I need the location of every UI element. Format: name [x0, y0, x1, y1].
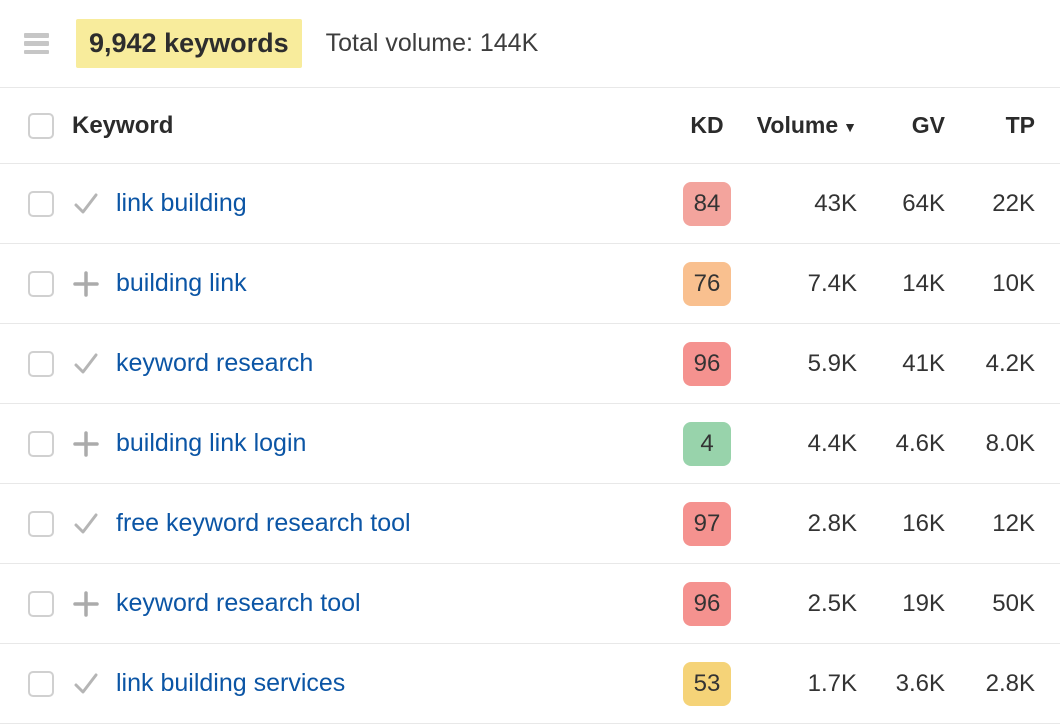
tp-value: 4.2K [985, 349, 1035, 377]
kd-badge: 84 [683, 181, 731, 226]
kd-badge: 96 [683, 581, 731, 626]
total-volume-label: Total volume: 144K [325, 29, 539, 57]
table-row: link building 84 43K 64K 22K [0, 164, 1060, 244]
table-row: building link 76 7.4K 14K 10K [0, 244, 1060, 324]
kd-badge: 96 [683, 341, 731, 386]
tp-value: 50K [992, 589, 1035, 617]
gv-value: 16K [902, 509, 945, 537]
keyword-link[interactable]: keyword research [116, 349, 314, 377]
table-row: keyword research 96 5.9K 41K 4.2K [0, 324, 1060, 404]
row-checkbox[interactable] [28, 430, 54, 457]
gv-value: 41K [902, 349, 945, 377]
kd-badge: 53 [683, 661, 731, 706]
select-all-checkbox[interactable] [28, 112, 54, 139]
tp-value: 22K [992, 189, 1035, 217]
column-header-volume[interactable]: Volume ▼ [756, 112, 857, 138]
kd-badge: 97 [683, 501, 731, 546]
column-header-tp[interactable]: TP [1005, 112, 1035, 138]
column-header-kd[interactable]: KD [690, 112, 724, 138]
kd-badge: 4 [683, 421, 731, 466]
tp-value: 2.8K [985, 669, 1035, 697]
tp-value: 8.0K [985, 429, 1035, 457]
check-icon[interactable] [72, 190, 100, 218]
top-toolbar: 9,942 keywords Total volume: 144K [0, 0, 1060, 88]
column-header-keyword[interactable]: Keyword [72, 111, 174, 139]
volume-value: 5.9K [807, 349, 857, 377]
volume-value: 2.5K [807, 589, 857, 617]
table-header-row: Keyword KD Volume ▼ GV TP [0, 88, 1060, 164]
keyword-link[interactable]: keyword research tool [116, 589, 361, 617]
gv-value: 4.6K [895, 429, 945, 457]
table-row: link building services 53 1.7K 3.6K 2.8K [0, 644, 1060, 724]
gv-value: 19K [902, 589, 945, 617]
row-checkbox[interactable] [28, 510, 54, 537]
volume-value: 43K [814, 189, 857, 217]
check-icon[interactable] [72, 350, 100, 378]
row-checkbox[interactable] [28, 270, 54, 297]
keyword-link[interactable]: building link [116, 269, 247, 297]
caret-down-icon: ▼ [843, 118, 857, 135]
table-row: building link login 4 4.4K 4.6K 8.0K [0, 404, 1060, 484]
volume-value: 4.4K [807, 429, 857, 457]
volume-value: 2.8K [807, 509, 857, 537]
kd-badge: 76 [683, 261, 731, 306]
column-header-gv[interactable]: GV [911, 112, 945, 138]
tp-value: 12K [992, 509, 1035, 537]
keyword-link[interactable]: building link login [116, 429, 307, 457]
row-checkbox[interactable] [28, 590, 54, 617]
gv-value: 64K [902, 189, 945, 217]
plus-icon[interactable] [72, 590, 100, 618]
keyword-link[interactable]: link building services [116, 669, 346, 697]
gv-value: 3.6K [895, 669, 945, 697]
row-checkbox[interactable] [28, 350, 54, 377]
plus-icon[interactable] [72, 270, 100, 298]
check-icon[interactable] [72, 670, 100, 698]
table-row: free keyword research tool 97 2.8K 16K 1… [0, 484, 1060, 564]
volume-value: 7.4K [807, 269, 857, 297]
plus-icon[interactable] [72, 430, 100, 458]
gv-value: 14K [902, 269, 945, 297]
keyword-link[interactable]: link building [116, 189, 247, 217]
keywords-table: link building 84 43K 64K 22K building li… [0, 164, 1060, 724]
volume-value: 1.7K [807, 669, 857, 697]
row-checkbox[interactable] [28, 190, 54, 217]
keyword-link[interactable]: free keyword research tool [116, 509, 411, 537]
keywords-count-badge: 9,942 keywords [76, 19, 302, 68]
check-icon[interactable] [72, 510, 100, 538]
menu-icon[interactable] [24, 33, 49, 54]
table-row: keyword research tool 96 2.5K 19K 50K [0, 564, 1060, 644]
row-checkbox[interactable] [28, 670, 54, 697]
tp-value: 10K [992, 269, 1035, 297]
